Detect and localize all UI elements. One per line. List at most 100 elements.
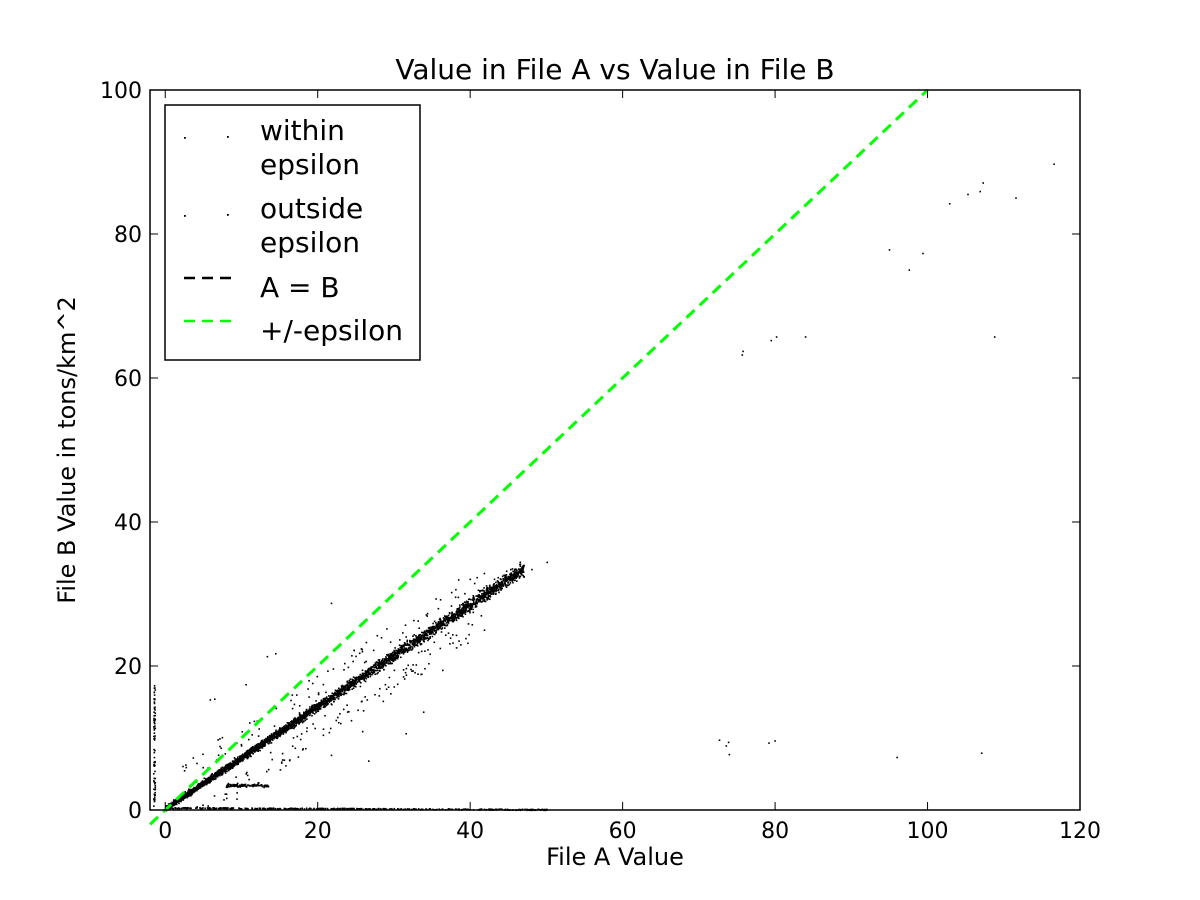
data-point [519, 563, 522, 566]
data-point [383, 661, 386, 663]
data-point [363, 679, 366, 682]
data-point [380, 667, 382, 670]
data-point [233, 784, 235, 787]
data-point [415, 664, 418, 666]
data-point [329, 727, 332, 730]
data-point [372, 672, 374, 675]
data-point [230, 764, 232, 767]
data-point [153, 732, 156, 734]
data-point [399, 646, 402, 649]
data-point [232, 761, 235, 763]
data-point [214, 772, 216, 775]
data-point [285, 730, 287, 733]
data-point [507, 584, 510, 587]
data-point [346, 681, 348, 683]
data-point [306, 730, 308, 733]
data-point [433, 625, 435, 628]
data-point [359, 675, 361, 678]
data-point [489, 594, 491, 597]
data-point [491, 589, 494, 592]
data-point [439, 599, 442, 601]
data-point [325, 699, 327, 702]
data-point [396, 652, 399, 655]
data-point [231, 760, 234, 762]
data-point [304, 713, 306, 715]
data-point [305, 715, 308, 718]
data-point [417, 635, 420, 638]
data-point [335, 719, 338, 722]
data-point [398, 644, 401, 646]
data-point [401, 646, 403, 649]
data-point [486, 597, 489, 599]
data-point [273, 736, 275, 738]
data-point [330, 700, 332, 702]
data-point [197, 783, 200, 785]
data-point [486, 587, 488, 590]
data-point [393, 807, 396, 810]
data-point [288, 759, 291, 762]
data-point [213, 795, 216, 797]
data-point [360, 677, 362, 679]
data-point [424, 667, 426, 670]
data-point [967, 193, 969, 196]
data-point [389, 662, 391, 665]
data-point [516, 569, 518, 572]
data-point [277, 807, 279, 810]
data-point [153, 701, 156, 703]
data-point [324, 705, 327, 708]
data-point [280, 733, 283, 735]
data-point [319, 807, 321, 810]
data-point [296, 719, 299, 722]
data-point [426, 612, 429, 615]
data-point [340, 692, 342, 695]
data-point [494, 587, 496, 589]
data-point [367, 676, 370, 679]
data-point [275, 653, 277, 655]
data-point [483, 599, 486, 601]
data-point [468, 608, 471, 611]
data-point [210, 808, 212, 810]
data-point [487, 598, 490, 600]
data-point [425, 808, 427, 810]
data-point [246, 784, 249, 787]
data-point [402, 676, 405, 678]
data-point [387, 653, 390, 656]
data-point [275, 732, 278, 735]
data-point [317, 705, 320, 708]
data-point [389, 808, 391, 810]
data-point [452, 620, 454, 622]
x-tick-label: 60 [609, 819, 637, 844]
data-point [291, 724, 293, 727]
data-point [499, 585, 502, 588]
data-point [475, 601, 477, 603]
data-point [432, 629, 434, 631]
data-point [489, 590, 491, 593]
data-point [412, 642, 414, 644]
data-point [469, 610, 471, 612]
data-point [443, 623, 446, 626]
data-point [296, 720, 299, 723]
data-point [388, 676, 391, 679]
data-point [428, 808, 431, 810]
data-point [493, 583, 495, 585]
data-point [521, 574, 523, 576]
data-point [341, 684, 344, 687]
data-point [1015, 197, 1017, 199]
data-point [282, 729, 284, 731]
data-point [469, 604, 472, 607]
data-point [429, 653, 431, 656]
data-point [440, 628, 443, 630]
data-point [512, 581, 514, 584]
data-point [472, 611, 475, 614]
legend-marker [227, 214, 229, 216]
data-point [243, 756, 246, 758]
data-point [418, 627, 420, 629]
data-point [312, 705, 314, 707]
data-point [378, 660, 381, 662]
data-point [245, 786, 248, 788]
data-point [455, 616, 457, 619]
data-point [223, 769, 226, 771]
data-point [394, 651, 397, 653]
data-point [283, 759, 286, 761]
data-point [278, 732, 280, 734]
